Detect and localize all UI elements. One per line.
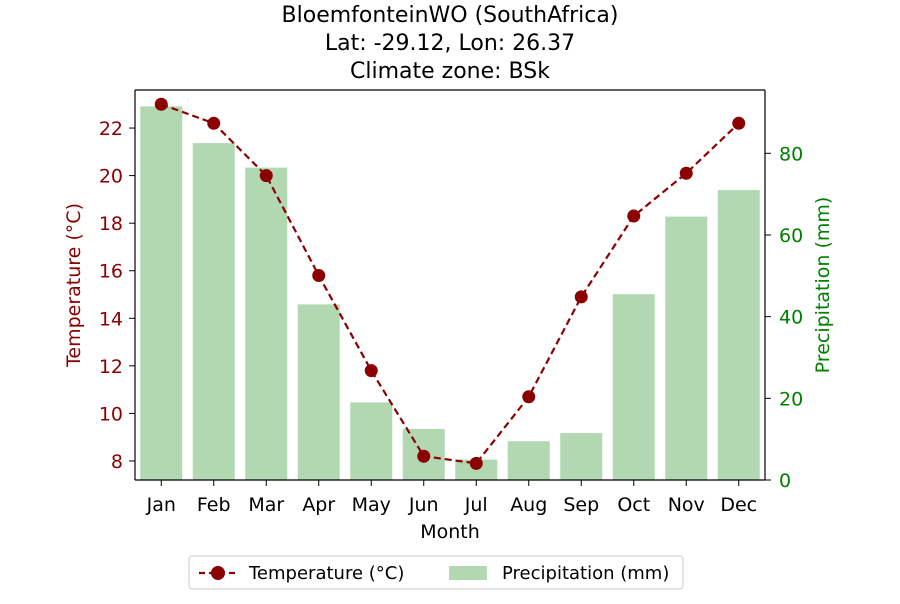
temperature-tick-label: 12 [99, 356, 123, 378]
precipitation-bar [665, 216, 708, 480]
precipitation-tick-label: 60 [779, 225, 803, 247]
x-tick-label: May [352, 494, 391, 516]
legend: Temperature (°C) Precipitation (mm) [188, 555, 684, 590]
legend-frame [188, 555, 684, 590]
precipitation-bar [507, 441, 550, 480]
temperature-tick-label: 22 [99, 118, 123, 140]
x-tick-label: Jul [464, 494, 488, 516]
chart-title: BloemfonteinWO (SouthAfrica) Lat: -29.12… [282, 3, 619, 84]
precipitation-bar [717, 190, 760, 480]
precipitation-tick-label: 80 [779, 143, 803, 165]
temperature-tick-label: 14 [99, 308, 123, 330]
temperature-point [679, 166, 693, 180]
legend-precipitation-swatch [449, 566, 487, 580]
precipitation-tick-label: 0 [779, 470, 791, 492]
precipitation-bar [140, 106, 183, 480]
x-tick-label: Sep [563, 494, 599, 516]
x-tick-label: Oct [617, 494, 650, 516]
temperature-point [207, 116, 221, 130]
temperature-tick-label: 16 [99, 261, 123, 283]
temperature-series [154, 97, 746, 470]
temperature-point [469, 456, 483, 470]
legend-temperature-marker [211, 566, 225, 580]
x-tick-label: Dec [720, 494, 757, 516]
precipitation-bar [560, 433, 603, 480]
x-axis-label: Month [420, 521, 480, 543]
title-line: Lat: -29.12, Lon: 26.37 [325, 31, 575, 56]
precipitation-tick-label: 20 [779, 388, 803, 410]
temperature-point [574, 290, 588, 304]
title-line: BloemfonteinWO (SouthAfrica) [282, 3, 619, 28]
temperature-point [627, 209, 641, 223]
precipitation-bar [350, 402, 393, 480]
temperature-point [364, 364, 378, 378]
temperature-tick-label: 10 [99, 403, 123, 425]
temperature-tick-label: 8 [111, 451, 123, 473]
temperature-point [259, 169, 273, 183]
temperature-point [154, 97, 168, 111]
x-tick-label: Aug [510, 494, 547, 516]
x-tick-label: Apr [302, 494, 335, 516]
x-tick-label: Jun [408, 494, 439, 516]
precipitation-bar [612, 294, 655, 480]
temperature-point [417, 449, 431, 463]
y-axis-label-precipitation: Precipitation (mm) [812, 197, 834, 374]
temperature-point [732, 116, 746, 130]
precipitation-bar [192, 143, 235, 481]
legend-temperature-label: Temperature (°C) [248, 563, 404, 584]
temperature-tick-label: 18 [99, 213, 123, 235]
precipitation-bar [297, 304, 340, 480]
y-axis-label-temperature: Temperature (°C) [63, 203, 85, 368]
precipitation-tick-label: 40 [779, 307, 803, 329]
x-tick-label: Feb [197, 494, 231, 516]
precipitation-bar [245, 167, 288, 481]
precipitation-bars [140, 106, 760, 481]
temperature-point [522, 390, 536, 404]
x-tick-label: Nov [668, 494, 705, 516]
temperature-line [160, 103, 740, 465]
x-tick-label: Jan [146, 494, 176, 516]
temperature-point [312, 268, 326, 282]
axes: Jan Feb Mar Apr May Jun Jul Aug Sep Oct Nov Dec 8 10 1… [99, 89, 803, 516]
legend-precipitation-label: Precipitation (mm) [502, 563, 669, 584]
x-tick-label: Mar [248, 494, 284, 516]
title-line: Climate zone: BSk [350, 59, 550, 84]
temperature-tick-label: 20 [99, 166, 123, 188]
